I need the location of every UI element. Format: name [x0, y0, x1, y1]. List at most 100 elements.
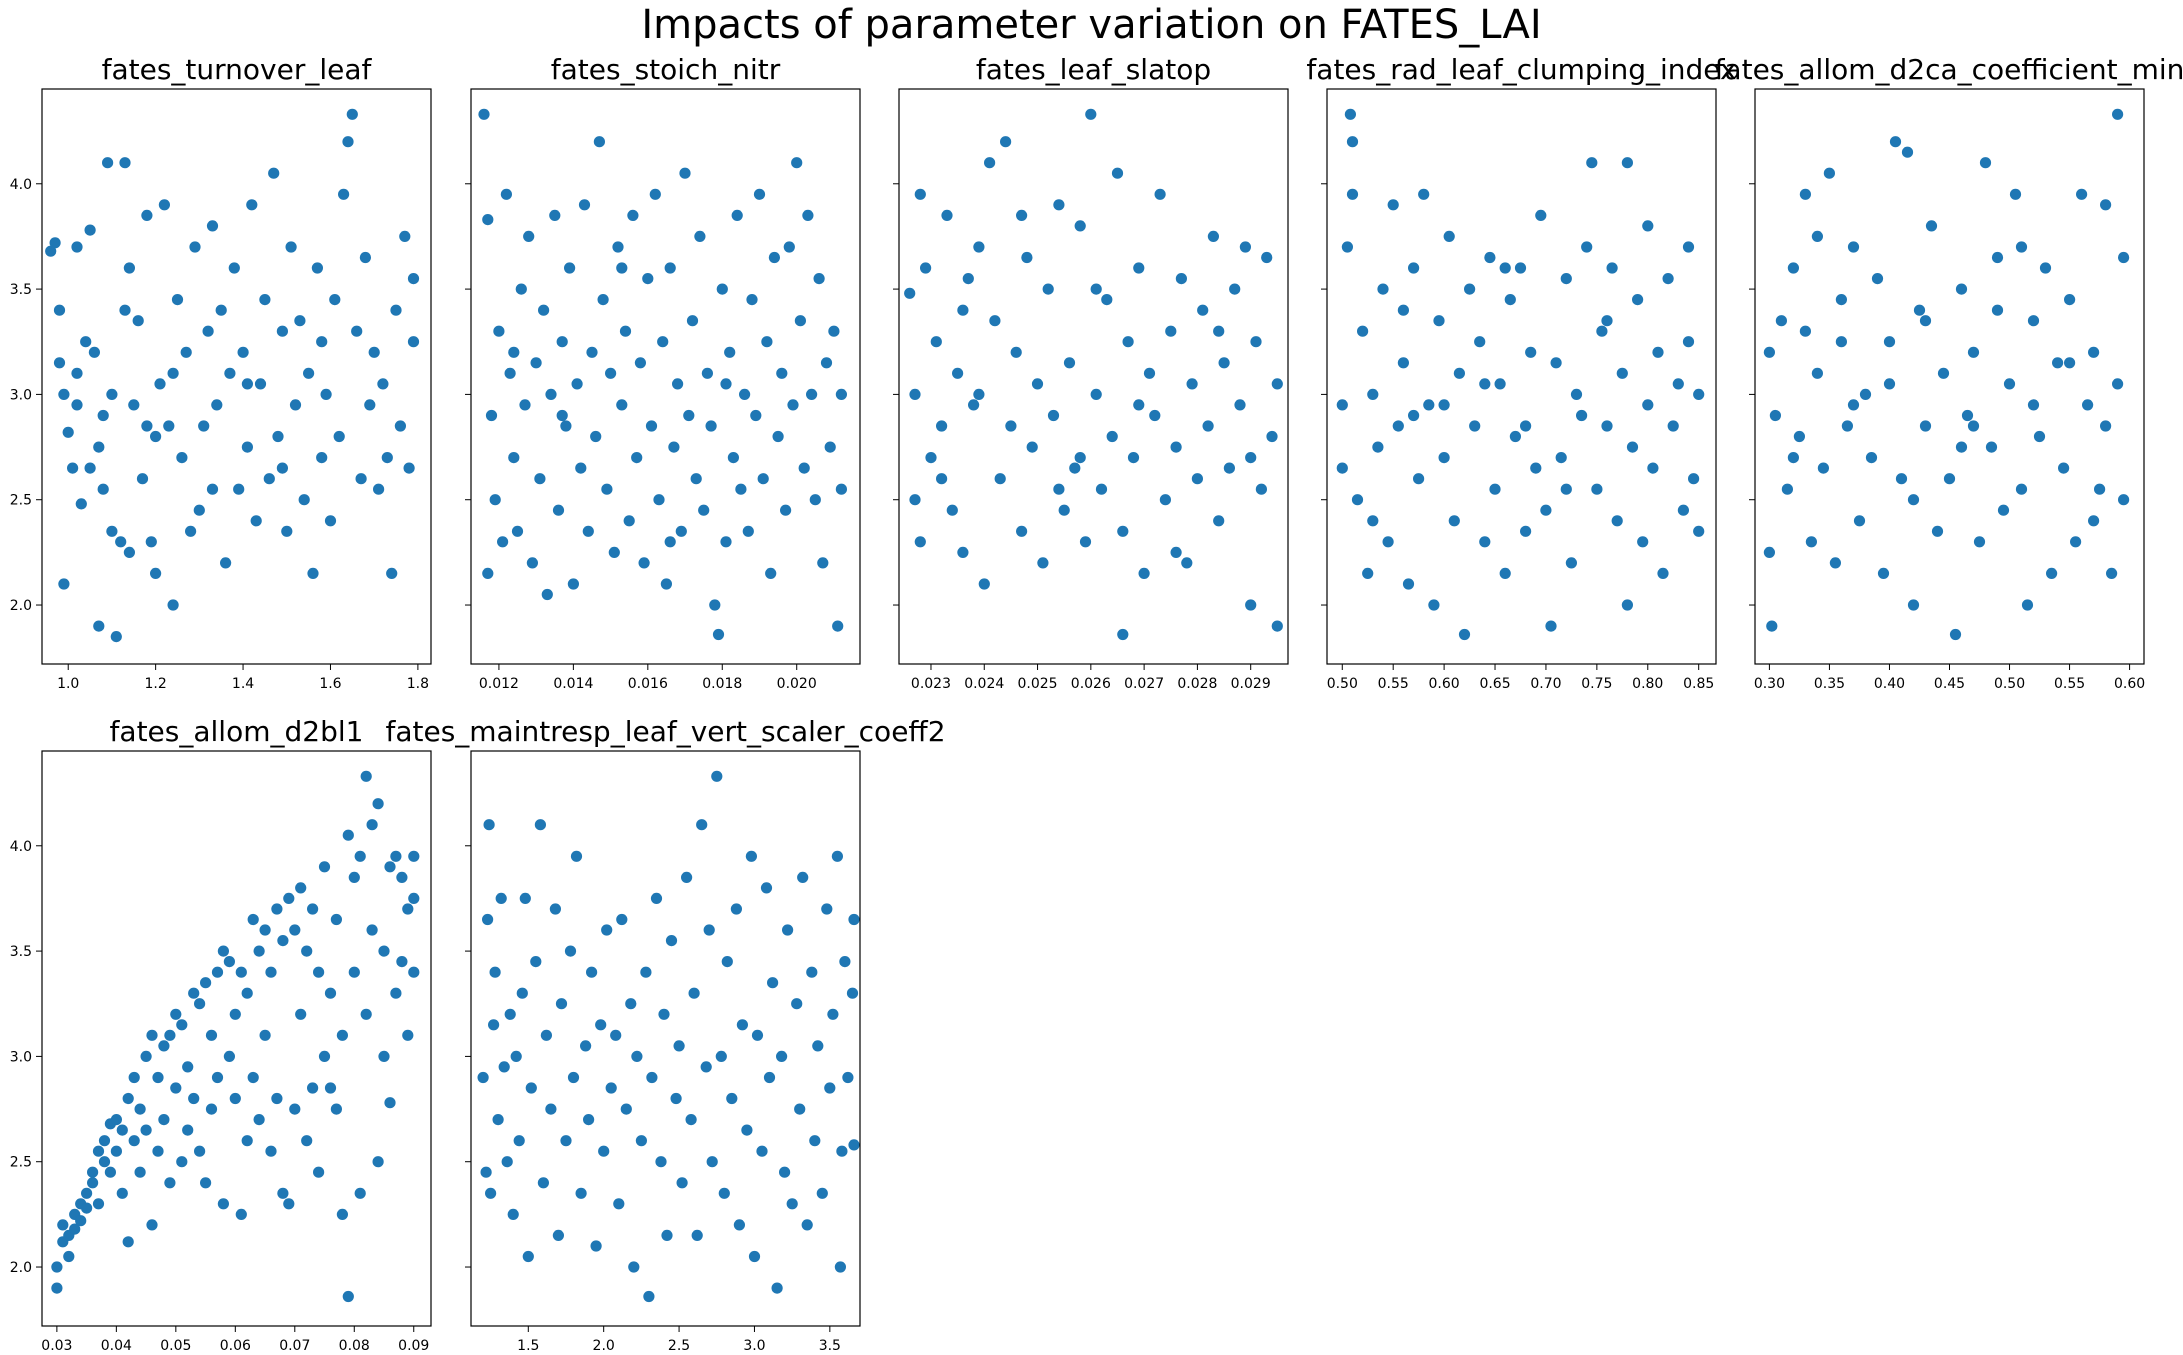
scatter-point	[1143, 367, 1156, 379]
scatter-point	[608, 546, 620, 559]
scatter-point	[763, 1071, 776, 1084]
scatter-point	[1138, 567, 1150, 580]
scatter-point	[313, 966, 325, 978]
scatter-point	[123, 546, 135, 559]
scatter-point	[200, 1177, 212, 1189]
scatter-point	[1372, 441, 1384, 453]
x-tick-label: 0.85	[1683, 676, 1714, 692]
scatter-point	[590, 1240, 602, 1252]
scatter-point	[1090, 283, 1102, 295]
scatter-point	[1766, 620, 1778, 632]
scatter-point	[182, 1124, 194, 1136]
scatter-point	[567, 1071, 580, 1084]
scatter-point	[247, 1071, 259, 1084]
scatter-point	[534, 819, 547, 831]
scatter-point	[627, 209, 639, 221]
scatter-point	[1535, 209, 1547, 221]
scatter-point	[336, 1029, 348, 1041]
scatter-point	[653, 494, 665, 506]
scatter-point	[1117, 628, 1129, 641]
scatter-point	[2046, 567, 2058, 580]
scatter-point	[909, 494, 921, 506]
scatter-point	[1961, 409, 1974, 422]
scatter-point	[703, 924, 715, 936]
scatter-point	[791, 998, 803, 1010]
scatter-point	[378, 1050, 390, 1062]
scatter-point	[820, 357, 833, 369]
scatter-point	[1397, 304, 1409, 316]
x-tick-label: 0.60	[2114, 676, 2145, 692]
scatter-point	[390, 850, 402, 862]
scatter-point	[1351, 494, 1364, 506]
x-tick-label: 1.2	[145, 676, 167, 692]
scatter-point	[1967, 420, 1980, 432]
scatter-point	[696, 819, 708, 831]
scatter-point	[136, 473, 149, 485]
axes-frame	[41, 88, 432, 665]
scatter-point	[250, 515, 262, 527]
scatter-point	[664, 536, 676, 548]
scatter-point	[1408, 262, 1420, 274]
scatter-point	[1133, 399, 1145, 411]
scatter-point	[378, 945, 390, 957]
scatter-point	[1367, 388, 1379, 400]
scatter-point	[1170, 441, 1182, 453]
axes-frame	[1326, 88, 1717, 665]
scatter-point	[141, 420, 153, 432]
scatter-point	[330, 1103, 342, 1115]
scatter-point	[1931, 525, 1944, 537]
scatter-point	[828, 325, 840, 337]
scatter-point	[657, 336, 669, 348]
scatter-point	[2015, 483, 2028, 495]
x-tick-label: 0.012	[479, 676, 519, 692]
scatter-point	[360, 770, 372, 782]
scatter-point	[672, 378, 684, 390]
scatter-point	[835, 388, 848, 400]
scatter-point	[281, 525, 293, 537]
scatter-point	[1261, 251, 1273, 264]
scatter-point	[67, 462, 79, 474]
scatter-point	[480, 1166, 492, 1178]
scatter-point	[706, 1156, 718, 1168]
scatter-point	[564, 262, 576, 274]
scatter-point	[1793, 430, 1805, 443]
scatter-point	[1943, 473, 1956, 485]
scatter-point	[605, 367, 617, 379]
scatter-point	[570, 850, 583, 862]
scatter-point	[1181, 557, 1193, 569]
scatter-point	[610, 1029, 622, 1041]
scatter-point	[772, 430, 784, 443]
scatter-point	[645, 420, 658, 432]
scatter-point	[338, 188, 350, 200]
scatter-point	[158, 199, 170, 211]
scatter-point	[492, 1114, 504, 1126]
scatter-point	[1031, 378, 1044, 390]
scatter-point	[2015, 241, 2028, 253]
x-tick-label: 0.08	[339, 1338, 370, 1354]
scatter-point	[712, 628, 725, 641]
scatter-point	[1234, 399, 1246, 411]
scatter-point	[753, 188, 766, 200]
scatter-point	[1581, 241, 1593, 253]
scatter-point	[348, 966, 360, 978]
subplot-4: fates_rad_leaf_clumping_index 0.50 0.55 0.6…	[1306, 53, 1736, 692]
scatter-point	[643, 1290, 655, 1303]
scatter-point	[123, 262, 135, 274]
scatter-point	[146, 1219, 158, 1231]
scatter-point	[180, 346, 192, 358]
scatter-point	[351, 325, 363, 337]
scatter-point	[1847, 241, 1860, 253]
scatter-point	[122, 1092, 134, 1105]
scatter-point	[797, 871, 809, 884]
scatter-point	[1489, 483, 1501, 495]
scatter-point	[119, 157, 131, 169]
scatter-point	[497, 536, 509, 548]
scatter-point	[783, 241, 795, 253]
scatter-point	[567, 578, 580, 590]
y-tick-label: 3.0	[10, 387, 32, 403]
scatter-point	[685, 1114, 697, 1126]
scatter-point	[1907, 599, 1920, 611]
scatter-point	[705, 420, 717, 432]
scatter-point	[189, 241, 201, 253]
scatter-point	[742, 525, 754, 537]
